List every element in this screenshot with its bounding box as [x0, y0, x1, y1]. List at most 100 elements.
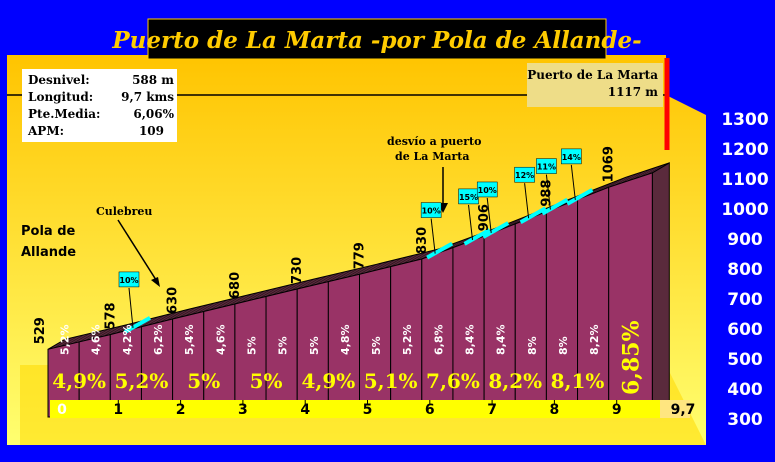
y-tick-label: 1200	[721, 140, 768, 160]
ramp-callout-label: 11%	[537, 163, 556, 172]
ramp-callout-box	[476, 181, 498, 198]
profile-rib	[278, 283, 296, 294]
profile-rib	[172, 308, 190, 320]
elevation-label: 830	[415, 227, 430, 254]
profile-rib	[321, 272, 340, 284]
profile-rib	[602, 179, 620, 190]
ramp-callout-label: 14%	[562, 153, 581, 162]
profile-rib	[253, 289, 271, 300]
y-tick-label: 700	[727, 290, 763, 310]
y-tick-label: 500	[727, 350, 763, 370]
stats-value-3: 109	[139, 124, 164, 138]
profile-rib	[141, 316, 159, 328]
km-gradient: 5%	[250, 369, 283, 393]
stats-value-2: 6,06%	[133, 107, 174, 121]
ramp-leader	[545, 174, 551, 210]
ramp-leader	[468, 204, 474, 240]
elevation-label: 529	[33, 317, 48, 344]
profile-rib	[627, 170, 645, 182]
profile-rib	[353, 265, 371, 277]
ramp-callout-box	[118, 271, 140, 288]
x-tick-label: 1	[113, 402, 123, 418]
half-km-gradient: 5,2%	[59, 324, 72, 355]
ramp-stripe	[519, 206, 547, 224]
profile-rib	[290, 280, 309, 291]
stats-label-0: Desnivel:	[28, 73, 90, 87]
x-tick-label: 8	[550, 402, 560, 418]
elevation-label: 779	[353, 242, 368, 269]
profile-rib	[328, 271, 346, 282]
profile-rib	[303, 277, 321, 288]
km-gradient: 4,9%	[301, 369, 355, 393]
profile-rib	[378, 259, 396, 270]
stats-value-1: 9,7 kms	[121, 90, 174, 104]
half-km-gradient: 4,6%	[90, 324, 103, 355]
elevation-label: 988	[539, 179, 554, 206]
profile-rib	[446, 239, 464, 251]
y-tick-label: 300	[727, 410, 763, 430]
half-km-gradient: 5%	[308, 336, 321, 355]
ramp-stripe	[541, 197, 569, 216]
profile-rib	[365, 262, 383, 274]
half-km-gradient: 6,8%	[432, 324, 445, 355]
profile-rib	[234, 293, 253, 305]
y-tick-label: 900	[727, 230, 763, 250]
y-tick-label: 600	[727, 320, 763, 340]
profile-rib	[645, 164, 664, 176]
chart-title: Puerto de La Marta -por Pola de Allande-	[111, 27, 641, 54]
km-gradient: 8,2%	[488, 369, 542, 393]
ramp-leader	[570, 164, 576, 200]
profile-rib	[103, 325, 122, 337]
profile-rib	[621, 172, 639, 184]
elevation-label: 680	[228, 272, 243, 299]
half-km-gradient: 5,4%	[183, 324, 196, 355]
profile-rib	[402, 253, 421, 264]
profile-rib	[209, 299, 228, 311]
profile-rib	[203, 301, 221, 312]
km-gradient: 7,6%	[426, 369, 480, 393]
summit-altitude: 1117 m	[608, 85, 659, 99]
profile-rib	[178, 307, 196, 318]
profile-rib	[222, 296, 240, 308]
annotation-culebreu-arrow	[117, 219, 159, 284]
profile-rib	[297, 278, 315, 290]
profile-rib	[384, 257, 402, 269]
profile-rib	[508, 216, 527, 227]
profile-rib	[371, 260, 390, 272]
x-tick-label: 4	[300, 402, 310, 418]
profile-rib	[409, 251, 427, 263]
profile-rib	[159, 311, 178, 323]
ramp-callout-box	[514, 166, 535, 183]
x-tick-label: 0	[57, 402, 67, 418]
profile-rib	[97, 327, 115, 338]
profile-rib	[153, 313, 172, 324]
profile-rib	[652, 162, 670, 174]
km-gradient: 4,9%	[52, 369, 106, 393]
ramp-callout-box	[420, 202, 442, 218]
ramp-callout-label: 12%	[515, 171, 534, 180]
half-km-gradient: 8,2%	[588, 324, 601, 355]
half-km-gradient: 5%	[245, 336, 258, 355]
half-km-gradient: 8%	[557, 336, 570, 355]
x-tick-label: 7	[487, 402, 497, 418]
profile-rib	[334, 269, 352, 281]
annotation-desvio-line1: desvío a puerto	[387, 135, 481, 148]
profile-rib	[390, 256, 408, 267]
half-km-gradient: 8%	[526, 336, 539, 355]
profile-rib	[396, 254, 415, 266]
km-gradient: 6,85%	[619, 320, 645, 395]
x-tick-label: 6	[425, 402, 435, 418]
profile-segment	[234, 295, 267, 418]
summit-box: Puerto de La Marta 1117 m	[527, 63, 663, 107]
y-tick-label: 1100	[721, 170, 768, 190]
ramp-stripe	[566, 188, 594, 206]
profile-rib	[309, 275, 327, 287]
profile-rib	[116, 322, 134, 334]
profile-rib	[346, 266, 365, 278]
profile-rib	[639, 166, 658, 178]
profile-rib	[596, 181, 614, 193]
x-axis-band-end	[660, 400, 690, 418]
half-km-gradient: 5,2%	[401, 324, 414, 355]
profile-rib	[216, 298, 234, 309]
